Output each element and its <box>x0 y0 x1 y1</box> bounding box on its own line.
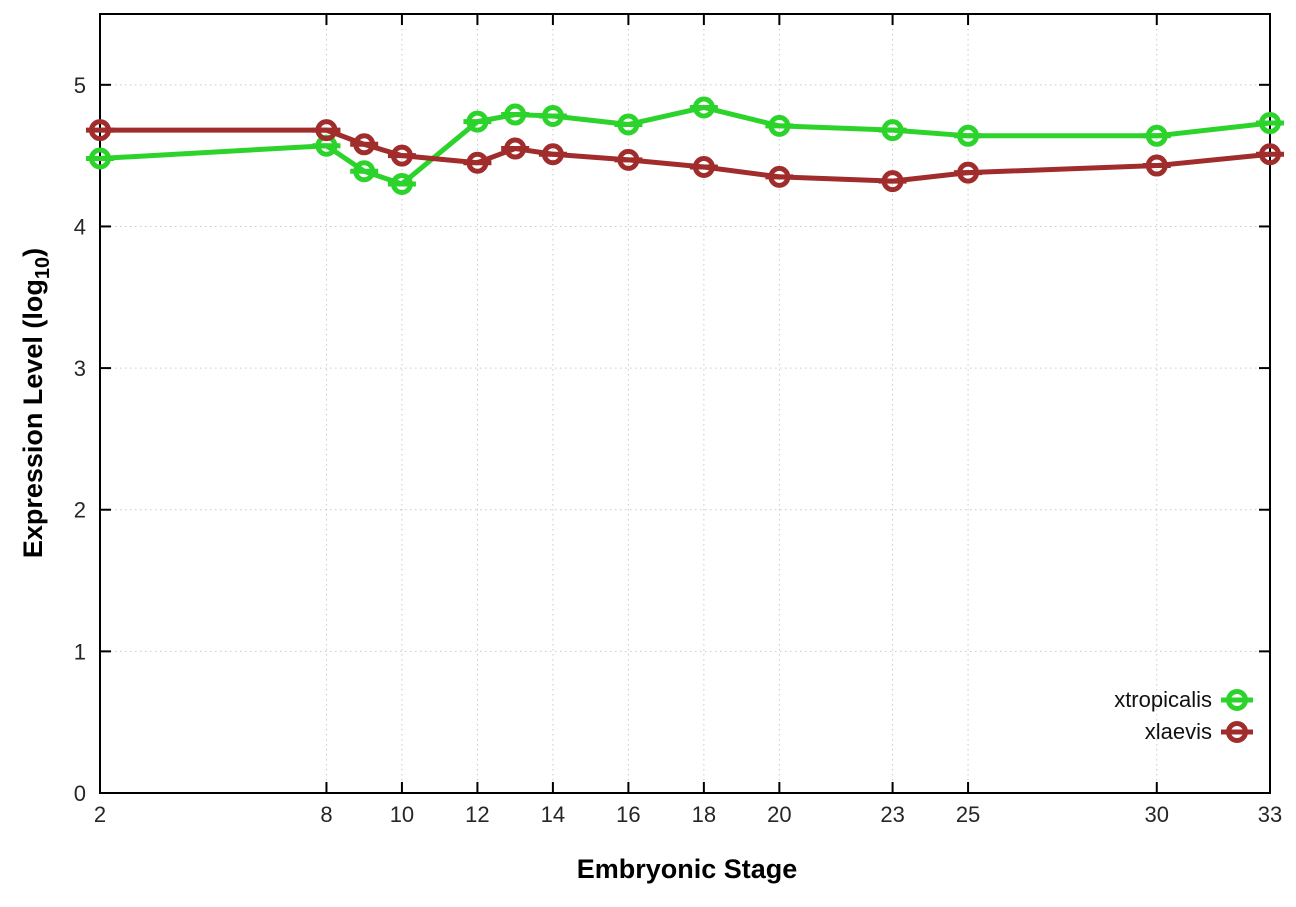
y-axis-title: Expression Level (log10) <box>18 248 54 558</box>
grid-layer <box>100 14 1270 793</box>
data-point-xlaevis <box>881 170 904 193</box>
x-tick-label: 23 <box>880 802 904 827</box>
x-tick-label: 14 <box>541 802 565 827</box>
data-point-xtropicalis <box>353 160 376 183</box>
series-layer <box>86 96 1284 195</box>
x-tick-label: 16 <box>616 802 640 827</box>
data-point-xlaevis <box>617 148 640 171</box>
plot-frame <box>99 13 1271 794</box>
data-point-xlaevis <box>957 161 980 184</box>
data-point-xlaevis <box>315 119 338 142</box>
y-axis-title-subscript: 10 <box>32 257 54 279</box>
data-point-xtropicalis <box>957 124 980 147</box>
data-point-xtropicalis <box>768 114 791 137</box>
data-point-xlaevis <box>1259 143 1281 166</box>
legend-row-xtropicalis: xtropicalis <box>1114 687 1253 712</box>
data-point-xlaevis <box>353 133 376 156</box>
x-tick-label: 12 <box>465 802 489 827</box>
data-point-xlaevis <box>504 137 527 160</box>
x-tick-label: 30 <box>1145 802 1169 827</box>
legend: xtropicalis xlaevis <box>1114 687 1253 744</box>
y-tick-label: 3 <box>74 356 86 381</box>
legend-label-xlaevis: xlaevis <box>1145 719 1212 744</box>
data-point-xlaevis <box>466 151 489 174</box>
y-tick-label: 5 <box>74 73 86 98</box>
data-point-xlaevis <box>89 119 111 142</box>
x-tick-label: 2 <box>94 802 106 827</box>
legend-label-xtropicalis: xtropicalis <box>1114 687 1212 712</box>
series-line-xtropicalis <box>97 104 1273 187</box>
y-tick-label: 1 <box>74 639 86 664</box>
data-point-xlaevis <box>768 165 791 188</box>
y-tick-label: 0 <box>74 781 86 806</box>
x-tick-label: 25 <box>956 802 980 827</box>
data-point-xlaevis <box>692 155 715 178</box>
x-axis-title: Embryonic Stage <box>577 854 798 884</box>
data-point-xtropicalis <box>504 103 527 126</box>
data-point-xlaevis <box>390 144 413 167</box>
data-point-xlaevis <box>1145 154 1168 177</box>
x-tick-label: 8 <box>320 802 332 827</box>
legend-row-xlaevis: xlaevis <box>1145 719 1253 744</box>
data-point-xtropicalis <box>89 147 111 170</box>
legend-marker-circle-xtropicalis <box>1226 689 1248 711</box>
y-tick-label: 4 <box>74 214 86 239</box>
x-tick-label: 10 <box>390 802 414 827</box>
x-tick-label: 18 <box>692 802 716 827</box>
y-axis-title-suffix: ) <box>18 248 48 257</box>
y-tick-label: 2 <box>74 498 86 523</box>
data-point-xtropicalis <box>541 104 564 127</box>
data-point-xtropicalis <box>881 119 904 142</box>
data-point-xtropicalis <box>390 172 413 195</box>
x-tick-label: 20 <box>767 802 791 827</box>
data-point-xtropicalis <box>692 96 715 119</box>
data-point-xtropicalis <box>1259 112 1281 135</box>
frame-layer <box>99 13 1271 794</box>
data-point-xtropicalis <box>617 113 640 136</box>
y-axis-title-prefix: Expression Level (log <box>18 279 48 558</box>
legend-marker-circle-xlaevis <box>1226 721 1248 743</box>
data-point-xtropicalis <box>466 110 489 133</box>
data-point-xtropicalis <box>1145 124 1168 147</box>
data-point-xlaevis <box>541 143 564 166</box>
x-tick-label: 33 <box>1258 802 1282 827</box>
